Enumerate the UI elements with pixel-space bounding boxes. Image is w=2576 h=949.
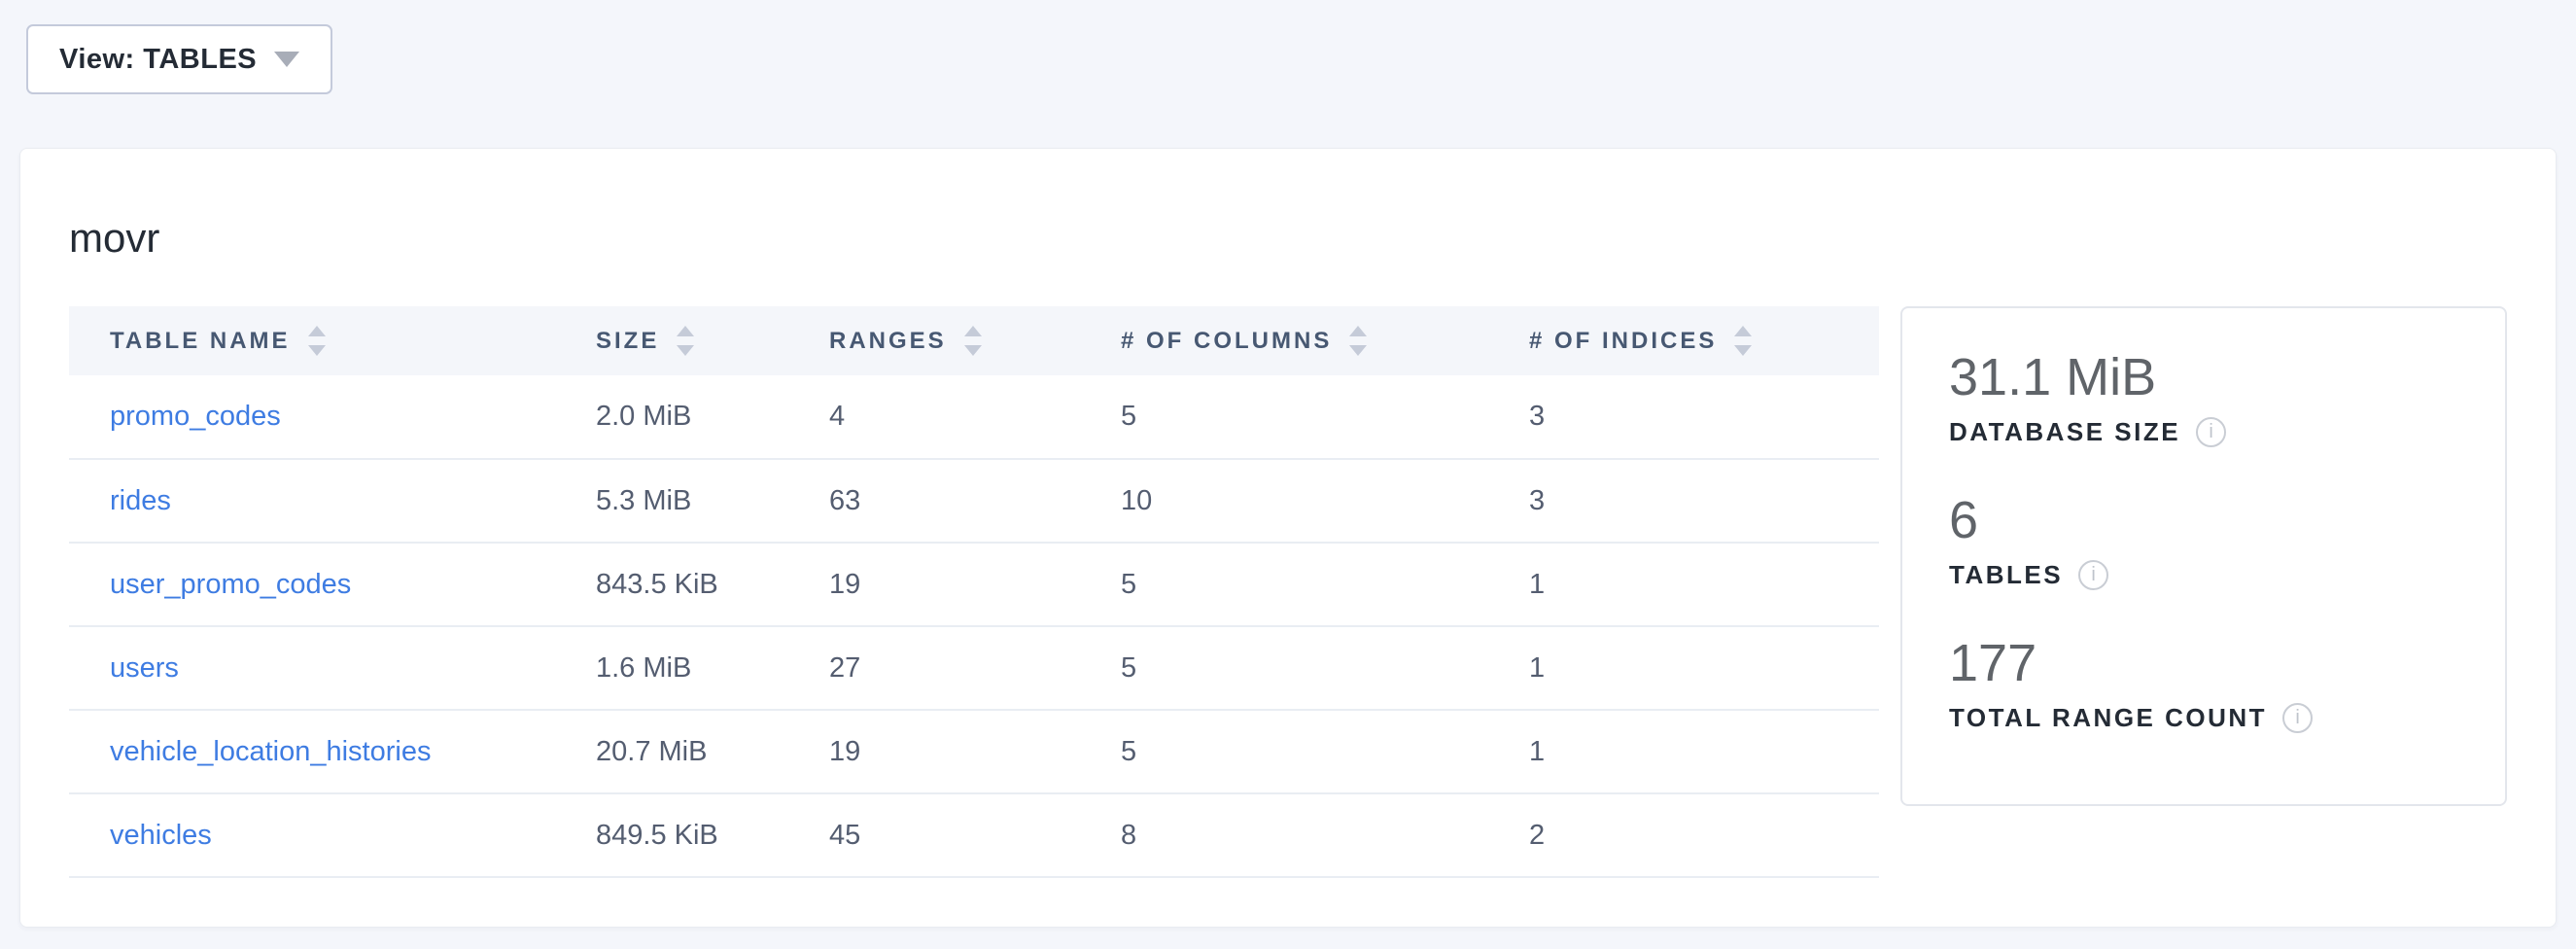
- column-header-indices[interactable]: # OF INDICES: [1488, 306, 1879, 375]
- cell-ranges: 19: [788, 710, 1080, 794]
- table-row: users 1.6 MiB 27 5 1: [69, 626, 1879, 711]
- cell-size: 1.6 MiB: [555, 626, 788, 711]
- sort-desc-icon: [963, 345, 982, 356]
- table-name-link[interactable]: rides: [110, 484, 171, 516]
- cell-table-name: vehicle_location_histories: [69, 710, 555, 794]
- cell-table-name: user_promo_codes: [69, 543, 555, 627]
- view-selector-label: View: TABLES: [59, 43, 258, 75]
- column-header-columns[interactable]: # OF COLUMNS: [1080, 306, 1488, 375]
- column-header-label: SIZE: [596, 327, 660, 354]
- summary-stat-label: TABLES: [1949, 560, 2064, 589]
- database-card: movr TABLE NAME SIZE RANGES # OF COLUMNS # O…: [19, 148, 2557, 928]
- view-selector-button[interactable]: View: TABLES: [26, 24, 333, 94]
- summary-stat-value: 6: [1949, 491, 1979, 549]
- column-header-label: TABLE NAME: [110, 327, 291, 354]
- info-icon[interactable]: i: [2078, 560, 2109, 590]
- summary-stat-value: 31.1 MiB: [1949, 348, 2157, 406]
- summary-stat-label: TOTAL RANGE COUNT: [1949, 703, 2268, 732]
- sort-arrows-icon: [963, 326, 982, 356]
- cell-columns: 5: [1080, 626, 1488, 711]
- cell-columns: 5: [1080, 543, 1488, 627]
- database-title: movr: [69, 215, 160, 261]
- cell-columns: 5: [1080, 375, 1488, 460]
- cell-table-name: vehicles: [69, 793, 555, 878]
- cell-ranges: 19: [788, 543, 1080, 627]
- cell-indices: 1: [1488, 710, 1879, 794]
- info-icon[interactable]: i: [2282, 703, 2314, 733]
- sort-arrows-icon: [307, 326, 326, 356]
- table-row: vehicles 849.5 KiB 45 8 2: [69, 793, 1879, 878]
- summary-stat-label: DATABASE SIZE: [1949, 417, 2181, 446]
- database-content: TABLE NAME SIZE RANGES # OF COLUMNS # OF IND…: [69, 306, 2507, 878]
- cell-ranges: 27: [788, 626, 1080, 711]
- cell-columns: 8: [1080, 793, 1488, 878]
- sort-desc-icon: [1349, 345, 1368, 356]
- table-row: promo_codes 2.0 MiB 4 5 3: [69, 375, 1879, 460]
- sort-arrows-icon: [677, 326, 695, 356]
- cell-columns: 10: [1080, 459, 1488, 544]
- summary-stat-value: 177: [1949, 634, 2037, 692]
- cell-ranges: 63: [788, 459, 1080, 544]
- cell-ranges: 45: [788, 793, 1080, 878]
- table-row: user_promo_codes 843.5 KiB 19 5 1: [69, 543, 1879, 627]
- sort-asc-icon: [963, 326, 982, 336]
- cell-size: 849.5 KiB: [555, 793, 788, 878]
- database-summary-panel: 31.1 MiB DATABASE SIZE i 6 TABLES i 177 TOTAL R…: [1900, 306, 2507, 806]
- cell-size: 5.3 MiB: [555, 459, 788, 544]
- sort-arrows-icon: [1349, 326, 1368, 356]
- cell-indices: 2: [1488, 793, 1879, 878]
- cell-ranges: 4: [788, 375, 1080, 460]
- cell-table-name: promo_codes: [69, 375, 555, 460]
- cell-size: 20.7 MiB: [555, 710, 788, 794]
- cell-table-name: rides: [69, 459, 555, 544]
- sort-asc-icon: [1734, 326, 1753, 336]
- table-name-link[interactable]: users: [110, 651, 179, 684]
- cell-size: 843.5 KiB: [555, 543, 788, 627]
- column-header-ranges[interactable]: RANGES: [788, 306, 1080, 375]
- info-icon[interactable]: i: [2196, 417, 2227, 447]
- table-name-link[interactable]: vehicles: [110, 819, 212, 851]
- table-header-row: TABLE NAME SIZE RANGES # OF COLUMNS # OF IND…: [69, 306, 1879, 375]
- summary-stat: 177 TOTAL RANGE COUNT i: [1949, 633, 2458, 733]
- column-header-size[interactable]: SIZE: [555, 306, 788, 375]
- chevron-down-icon: [274, 52, 300, 67]
- column-header-label: # OF INDICES: [1529, 327, 1718, 354]
- table-name-link[interactable]: promo_codes: [110, 401, 281, 432]
- sort-desc-icon: [1734, 345, 1753, 356]
- cell-size: 2.0 MiB: [555, 375, 788, 460]
- column-header-label: RANGES: [829, 327, 947, 354]
- summary-stat: 6 TABLES i: [1949, 490, 2458, 590]
- sort-asc-icon: [677, 326, 695, 336]
- cell-indices: 1: [1488, 543, 1879, 627]
- table-name-link[interactable]: vehicle_location_histories: [110, 735, 432, 767]
- sort-asc-icon: [307, 326, 326, 336]
- table-row: vehicle_location_histories 20.7 MiB 19 5 1: [69, 710, 1879, 794]
- column-header-label: # OF COLUMNS: [1121, 327, 1333, 354]
- cell-indices: 1: [1488, 626, 1879, 711]
- cell-indices: 3: [1488, 459, 1879, 544]
- sort-desc-icon: [307, 345, 326, 356]
- sort-desc-icon: [677, 345, 695, 356]
- tables-table-container: TABLE NAME SIZE RANGES # OF COLUMNS # OF IND…: [69, 306, 1879, 878]
- cell-table-name: users: [69, 626, 555, 711]
- summary-stat: 31.1 MiB DATABASE SIZE i: [1949, 347, 2458, 447]
- tables-table: TABLE NAME SIZE RANGES # OF COLUMNS # OF IND…: [69, 306, 1879, 878]
- table-name-link[interactable]: user_promo_codes: [110, 568, 352, 600]
- cell-columns: 5: [1080, 710, 1488, 794]
- cell-indices: 3: [1488, 375, 1879, 460]
- sort-arrows-icon: [1734, 326, 1753, 356]
- table-row: rides 5.3 MiB 63 10 3: [69, 459, 1879, 544]
- column-header-name[interactable]: TABLE NAME: [69, 306, 555, 375]
- sort-asc-icon: [1349, 326, 1368, 336]
